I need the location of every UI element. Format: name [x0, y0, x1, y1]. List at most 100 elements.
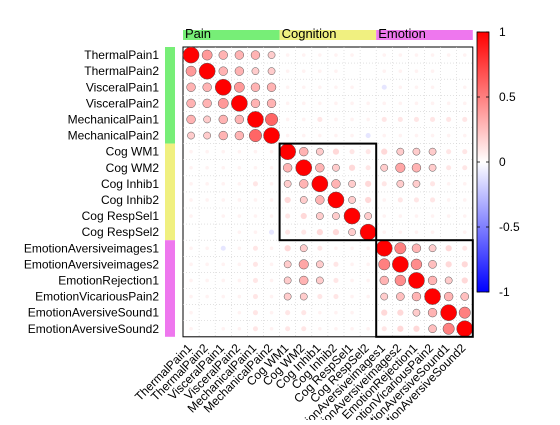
matrix-cell [382, 230, 387, 234]
matrix-cell [447, 86, 450, 89]
matrix-cell [201, 49, 213, 61]
matrix-cell [398, 101, 403, 106]
matrix-cell [318, 69, 322, 73]
matrix-cell [365, 149, 371, 155]
row-label: ThermalPain1 [84, 48, 159, 62]
matrix-cell [318, 326, 322, 331]
matrix-cell [250, 82, 261, 92]
matrix-cell [398, 133, 403, 138]
matrix-cell [348, 196, 356, 204]
matrix-cell [318, 53, 322, 57]
group-bar-top [183, 30, 280, 40]
matrix-cell [237, 149, 242, 154]
colorbar-tick-label: 0.5 [499, 90, 516, 104]
matrix-cell [430, 101, 435, 106]
matrix-cell [202, 82, 212, 92]
matrix-cell [462, 214, 467, 218]
matrix-cell [428, 260, 437, 269]
matrix-cell [430, 69, 435, 73]
matrix-cell [279, 143, 296, 160]
matrix-cell [218, 114, 228, 125]
matrix-cell [253, 149, 258, 154]
matrix-cell [252, 326, 258, 332]
matrix-cell [447, 231, 450, 234]
matrix-cell [218, 66, 228, 76]
matrix-cell [269, 149, 274, 154]
matrix-cell [221, 182, 226, 186]
group-bar-side [165, 240, 175, 337]
matrix-cell [414, 230, 419, 234]
matrix-cell [397, 309, 404, 316]
matrix-cell [300, 212, 307, 220]
matrix-cell [252, 181, 258, 187]
matrix-cells [182, 46, 474, 338]
matrix-cell [189, 294, 193, 299]
matrix-cell [295, 159, 313, 177]
block-outline [278, 142, 378, 242]
matrix-cell [332, 212, 340, 220]
matrix-cell [350, 246, 354, 251]
matrix-cell [333, 261, 339, 267]
matrix-cell [446, 53, 451, 57]
matrix-cell [397, 116, 403, 122]
matrix-cell [396, 179, 405, 188]
matrix-cell [284, 245, 291, 252]
matrix-cell [269, 229, 275, 235]
matrix-cell [269, 182, 274, 186]
matrix-cell [456, 320, 474, 338]
matrix-cell [332, 163, 340, 172]
matrix-cell [334, 246, 338, 251]
row-label: EmotionAversiveSound1 [28, 306, 160, 320]
matrix-cell [234, 66, 245, 76]
matrix-cell [446, 116, 452, 122]
matrix-cell [285, 133, 290, 138]
matrix-cell [189, 246, 193, 251]
row-label: EmotionVicariousPain2 [35, 290, 159, 304]
matrix-cell [269, 165, 274, 170]
matrix-cell [350, 278, 354, 283]
matrix-cell [411, 243, 422, 253]
matrix-cell [462, 182, 467, 186]
matrix-cell [375, 239, 393, 257]
matrix-cell [366, 246, 370, 251]
row-label: EmotionAversiveimages2 [24, 257, 160, 271]
matrix-cell [311, 175, 329, 193]
matrix-cell [366, 294, 370, 299]
matrix-cell [182, 46, 200, 64]
matrix-cell [221, 262, 226, 267]
matrix-cell [348, 179, 356, 188]
matrix-cell [334, 101, 338, 106]
matrix-cell [365, 165, 371, 171]
matrix-cell [301, 101, 306, 106]
matrix-cell [299, 244, 308, 253]
matrix-cell [430, 85, 435, 90]
block-outline [375, 239, 474, 338]
matrix-cell [285, 229, 291, 235]
matrix-cell [424, 288, 441, 305]
matrix-cell [380, 292, 389, 301]
matrix-cell [398, 214, 403, 218]
matrix-cell [350, 101, 354, 106]
matrix-cell [189, 182, 193, 186]
matrix-cell [430, 181, 436, 187]
matrix-cell [367, 70, 370, 73]
matrix-cell [189, 310, 193, 315]
matrix-cell [378, 258, 391, 271]
matrix-cell [317, 116, 323, 122]
matrix-cell [446, 214, 451, 218]
matrix-cell [205, 278, 209, 283]
matrix-cell [222, 231, 225, 234]
matrix-cell [462, 116, 468, 122]
matrix-cell [317, 294, 323, 300]
matrix-cell [460, 292, 470, 301]
matrix-cell [205, 182, 209, 186]
matrix-cell [382, 133, 387, 138]
matrix-cell [237, 214, 242, 218]
row-label: Cog WM1 [106, 145, 160, 159]
matrix-cell [394, 242, 407, 255]
matrix-cell [186, 114, 196, 125]
matrix-cell [447, 70, 450, 73]
matrix-cell [395, 162, 406, 173]
matrix-cell [250, 50, 261, 60]
